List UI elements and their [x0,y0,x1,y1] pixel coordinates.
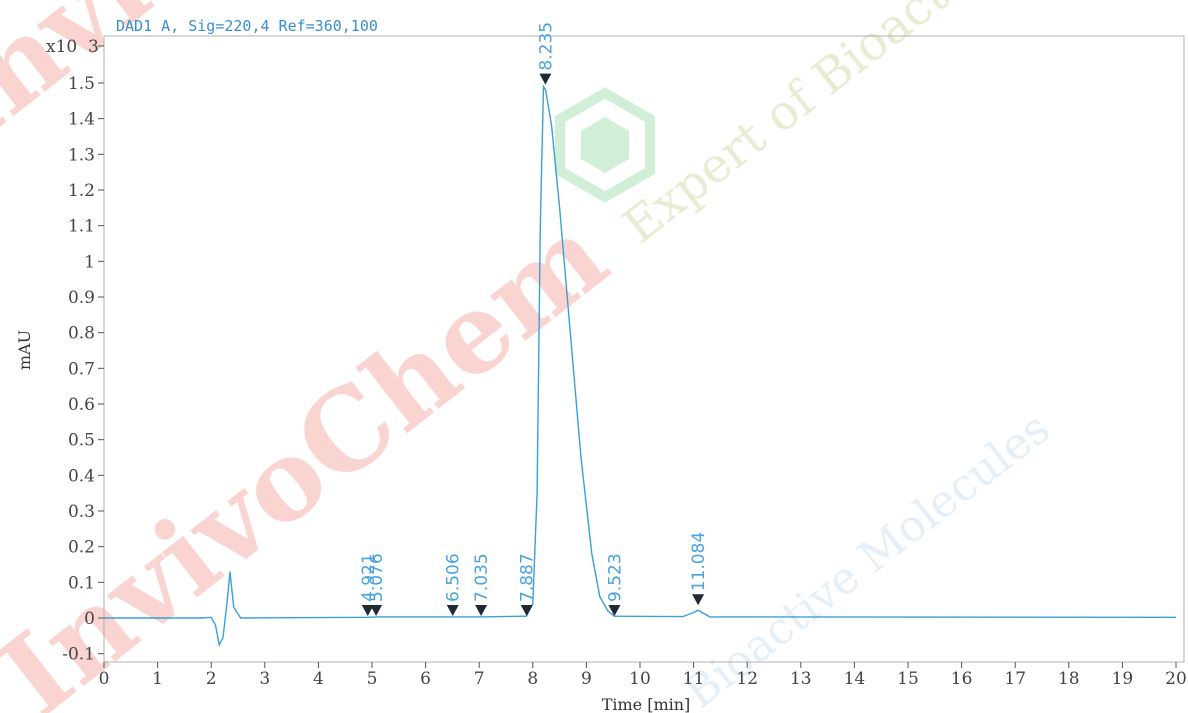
y-tick-label: 0 [84,609,95,629]
peak-label: 6.506 [444,553,464,602]
series-line [104,84,1177,647]
y-tick-label: 0.5 [68,431,95,451]
x-tick-label: 7 [474,669,485,689]
peak-label: 11.084 [689,532,709,591]
x-tick-label: 3 [259,669,270,689]
y-axis: -0.1 0 0.1 0.2 0.3 0.4 0.5 0.6 0.7 0.8 0.9 1 1.1 1.2 1… [62,45,104,665]
y-tick-label: 0.7 [68,359,95,379]
x-tick-label: 19 [1112,669,1134,689]
peak-marker-icon [446,605,459,616]
y-tick-label: 1.5 [68,74,95,94]
watermark-hexagon-icon [555,87,655,203]
x-tick-label: 9 [581,669,592,689]
y-tick-label: 0.8 [68,324,95,344]
chart-title: DAD1 A, Sig=220,4 Ref=360,100 [116,17,378,35]
y-tick-label: 0.4 [68,466,95,486]
y-tick-label: 1.2 [68,181,95,201]
x-tick-label: 16 [951,669,973,689]
peak-marker-icon [539,73,552,85]
y-tick-label: 0.1 [68,573,95,593]
peak-label: 4.921 [359,553,379,602]
x-tick-label: 17 [1004,669,1026,689]
x-axis-label: Time [min] [602,695,691,713]
y-tick-label: 1 [84,252,95,272]
y-axis-multiplier: x10 [46,37,77,57]
x-tick-label: 15 [897,669,919,689]
x-tick-label: 12 [736,669,758,689]
peak-label: 7.035 [472,553,492,602]
watermark-tagline-bottom: Bioactive Molecules [675,403,1059,713]
peak-label: 7.887 [518,553,538,602]
x-tick-label: 6 [420,669,431,689]
y-tick-label: 1.4 [68,110,95,130]
y-tick-label: -0.1 [62,645,95,665]
peak-label: 5.076 [367,553,387,602]
watermark-tagline-top: Expert of Bioactive [613,0,1015,254]
x-tick-label: 13 [790,669,812,689]
y-axis-label: mAU [15,330,34,370]
peak-label: 9.523 [605,553,625,602]
peak-label: 8.235 [536,22,556,71]
y-tick-label: 0.2 [68,538,95,558]
plot-frame [103,35,1185,663]
x-tick-label: 10 [629,669,651,689]
x-tick-label: 14 [844,669,866,689]
peak-marker-icon [475,605,488,616]
peak-marker-icon [608,605,621,616]
x-tick-label: 2 [206,669,217,689]
y-tick-label: 1.1 [68,217,95,237]
peak-marker-icon [520,605,533,616]
x-tick-label: 20 [1165,669,1187,689]
y-axis-exponent: 3 [88,37,99,57]
x-tick-label: 1 [152,669,163,689]
x-tick-label: 8 [527,669,538,689]
y-tick-label: 0.9 [68,288,95,308]
x-tick-label: 18 [1058,669,1080,689]
y-tick-label: 0.3 [68,502,95,522]
x-tick-label: 5 [367,669,378,689]
peak-marker-icon [361,605,374,616]
peak-marker-icon [370,605,383,616]
y-tick-label: 0.6 [68,395,95,415]
x-axis: 0 1 2 3 4 5 6 7 8 9 10 11 12 13 14 15 16 17 18 19 20 [99,662,1187,689]
x-tick-label: 0 [99,669,110,689]
peak-marker-icon [692,594,705,606]
y-tick-label: 1.3 [68,145,95,165]
x-tick-label: 11 [683,669,705,689]
x-tick-label: 4 [313,669,324,689]
